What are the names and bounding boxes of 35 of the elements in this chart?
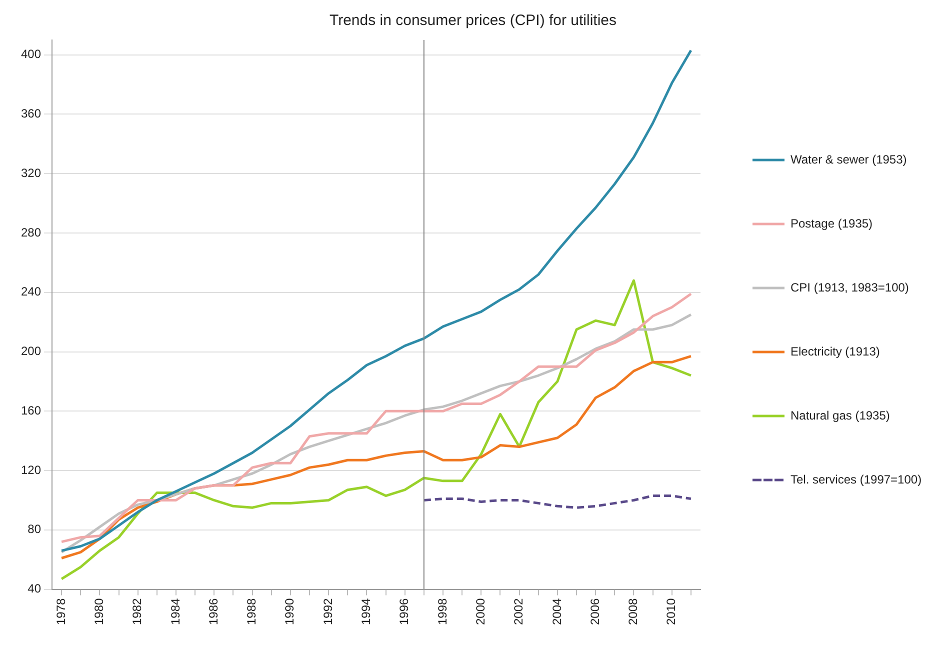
- line-series: [422, 494, 692, 509]
- x-tick-label: 1994: [359, 598, 374, 626]
- x-tick-label: 1992: [320, 598, 335, 626]
- legend-label: Water & sewer (1953): [790, 152, 907, 166]
- y-tick-label: 80: [28, 522, 42, 536]
- x-tick-label: 1986: [206, 598, 220, 626]
- x-tick-label: 1996: [397, 598, 412, 626]
- x-tick-label: 1990: [282, 598, 297, 626]
- x-tick-label: 1982: [130, 598, 144, 626]
- legend-label: CPI (1913, 1983=100): [790, 280, 909, 294]
- y-tick-label: 160: [20, 403, 42, 418]
- x-tick-label: 2008: [626, 598, 640, 626]
- y-tick-label: 120: [20, 462, 42, 477]
- legend-label: Tel. services (1997=100): [790, 472, 922, 486]
- x-tick-label: 2010: [664, 598, 678, 626]
- x-tick-label: 2006: [588, 598, 602, 626]
- x-tick-label: 2004: [550, 598, 564, 626]
- x-tick-label: 1998: [435, 598, 450, 626]
- y-tick-label: 360: [20, 106, 42, 121]
- y-tick-label: 200: [20, 344, 42, 358]
- x-tick-label: 1984: [168, 598, 182, 626]
- x-tick-label: 2002: [512, 598, 526, 626]
- y-tick-label: 400: [20, 47, 42, 62]
- x-tick-label: 2000: [473, 598, 488, 626]
- legend-label: Natural gas (1935): [790, 408, 890, 422]
- legend-label: Postage (1935): [790, 216, 873, 230]
- y-tick-label: 280: [20, 225, 42, 240]
- legend-label: Electricity (1913): [790, 344, 880, 358]
- y-tick-label: 240: [20, 284, 42, 299]
- x-tick-label: 1988: [244, 598, 259, 626]
- chart-title: Trends in consumer prices (CPI) for utilities: [329, 12, 617, 30]
- y-tick-label: 40: [28, 582, 42, 596]
- x-tick-label: 1978: [54, 598, 68, 626]
- x-tick-label: 1980: [92, 598, 106, 626]
- y-tick-label: 320: [20, 166, 42, 180]
